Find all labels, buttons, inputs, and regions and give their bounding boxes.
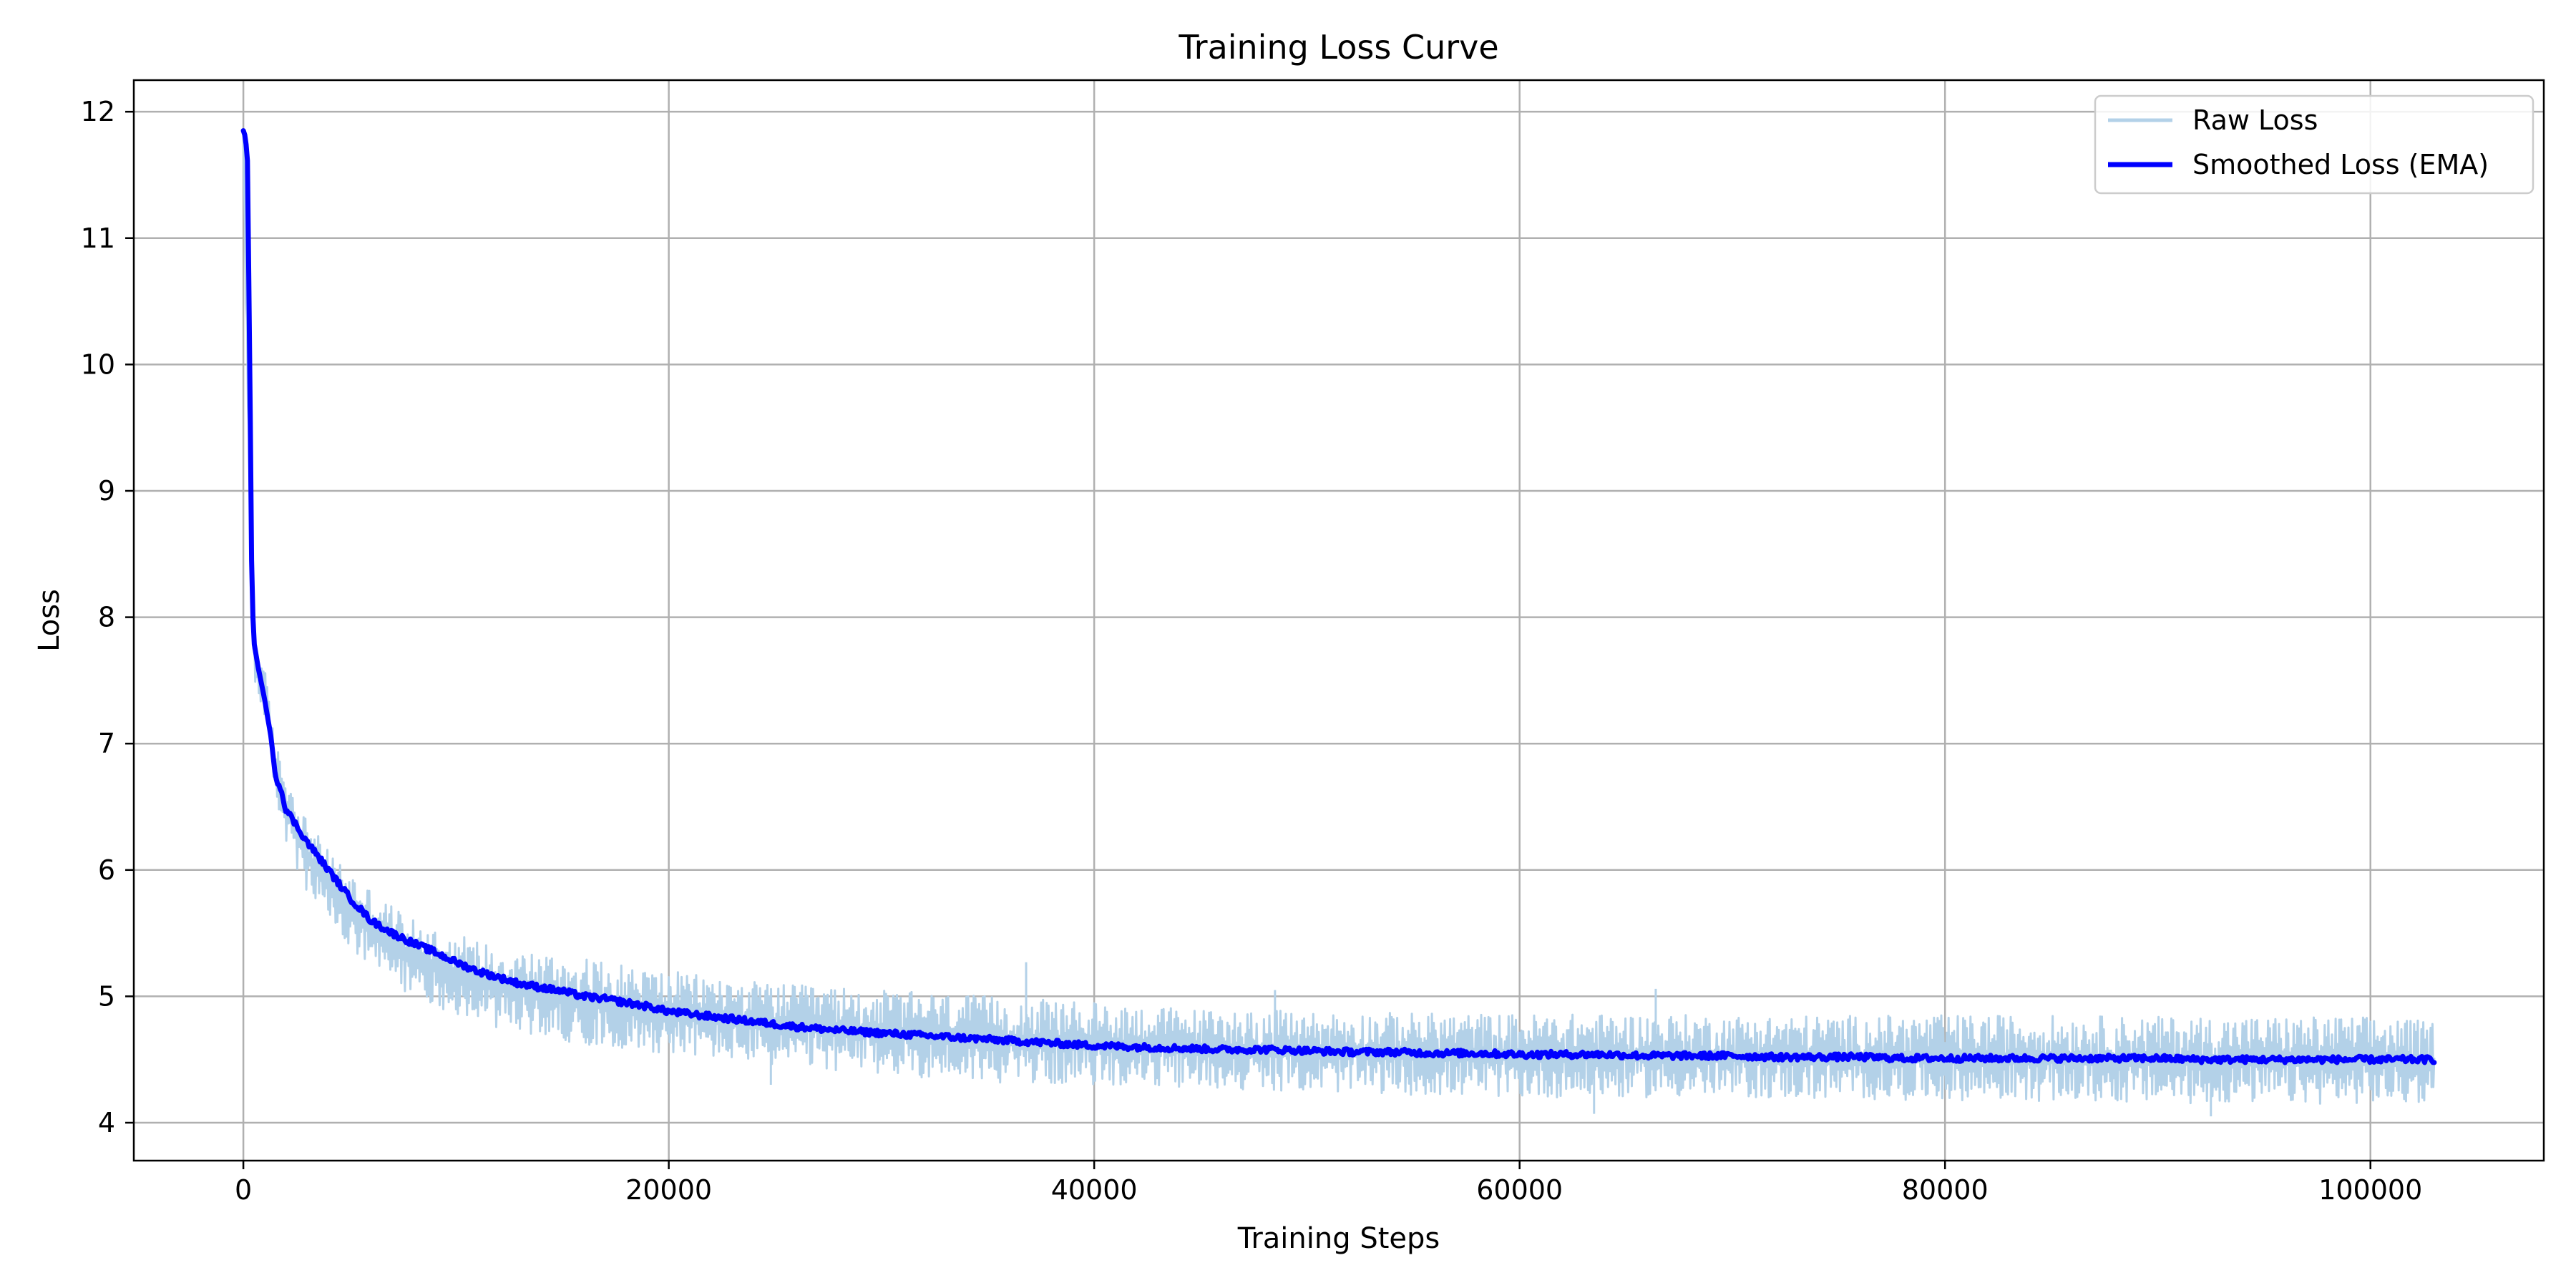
y-tick-label: 4 — [98, 1107, 115, 1138]
x-tick-label: 60000 — [1476, 1174, 1563, 1206]
y-tick-label: 11 — [81, 223, 115, 254]
x-tick-label: 20000 — [625, 1174, 712, 1206]
legend-smoothed-loss-label: Smoothed Loss (EMA) — [2192, 149, 2489, 180]
plot-frame — [132, 79, 2545, 1162]
legend-box — [2094, 94, 2534, 195]
y-tick-label: 6 — [98, 854, 115, 886]
plot-area — [240, 128, 2437, 1117]
y-tick-label: 8 — [98, 602, 115, 633]
x-axis-label: Training Steps — [1237, 1222, 1440, 1255]
legend-raw-loss-label: Raw Loss — [2192, 104, 2318, 136]
y-tick-label: 7 — [98, 728, 115, 759]
legend: Raw Loss Smoothed Loss (EMA) — [2094, 94, 2534, 195]
x-tick-label: 80000 — [1902, 1174, 1989, 1206]
y-axis-label: Loss — [33, 589, 66, 652]
series-layer — [240, 128, 2437, 1117]
y-axis-ticks: 4 5 6 7 8 9 10 11 12 — [81, 96, 134, 1138]
chart-title: Training Loss Curve — [1178, 28, 1498, 67]
y-tick-label: 10 — [81, 348, 115, 380]
y-tick-label: 9 — [98, 475, 115, 507]
x-tick-label: 0 — [235, 1174, 252, 1206]
x-tick-label: 100000 — [2318, 1174, 2422, 1206]
x-axis-ticks: 0 20000 40000 60000 80000 100000 — [235, 1161, 2422, 1206]
smoothed-loss-line — [240, 128, 2437, 1065]
raw-loss-line — [242, 130, 2436, 1105]
y-tick-label: 5 — [98, 980, 115, 1012]
x-tick-label: 40000 — [1051, 1174, 1138, 1206]
y-tick-label: 12 — [81, 96, 115, 127]
